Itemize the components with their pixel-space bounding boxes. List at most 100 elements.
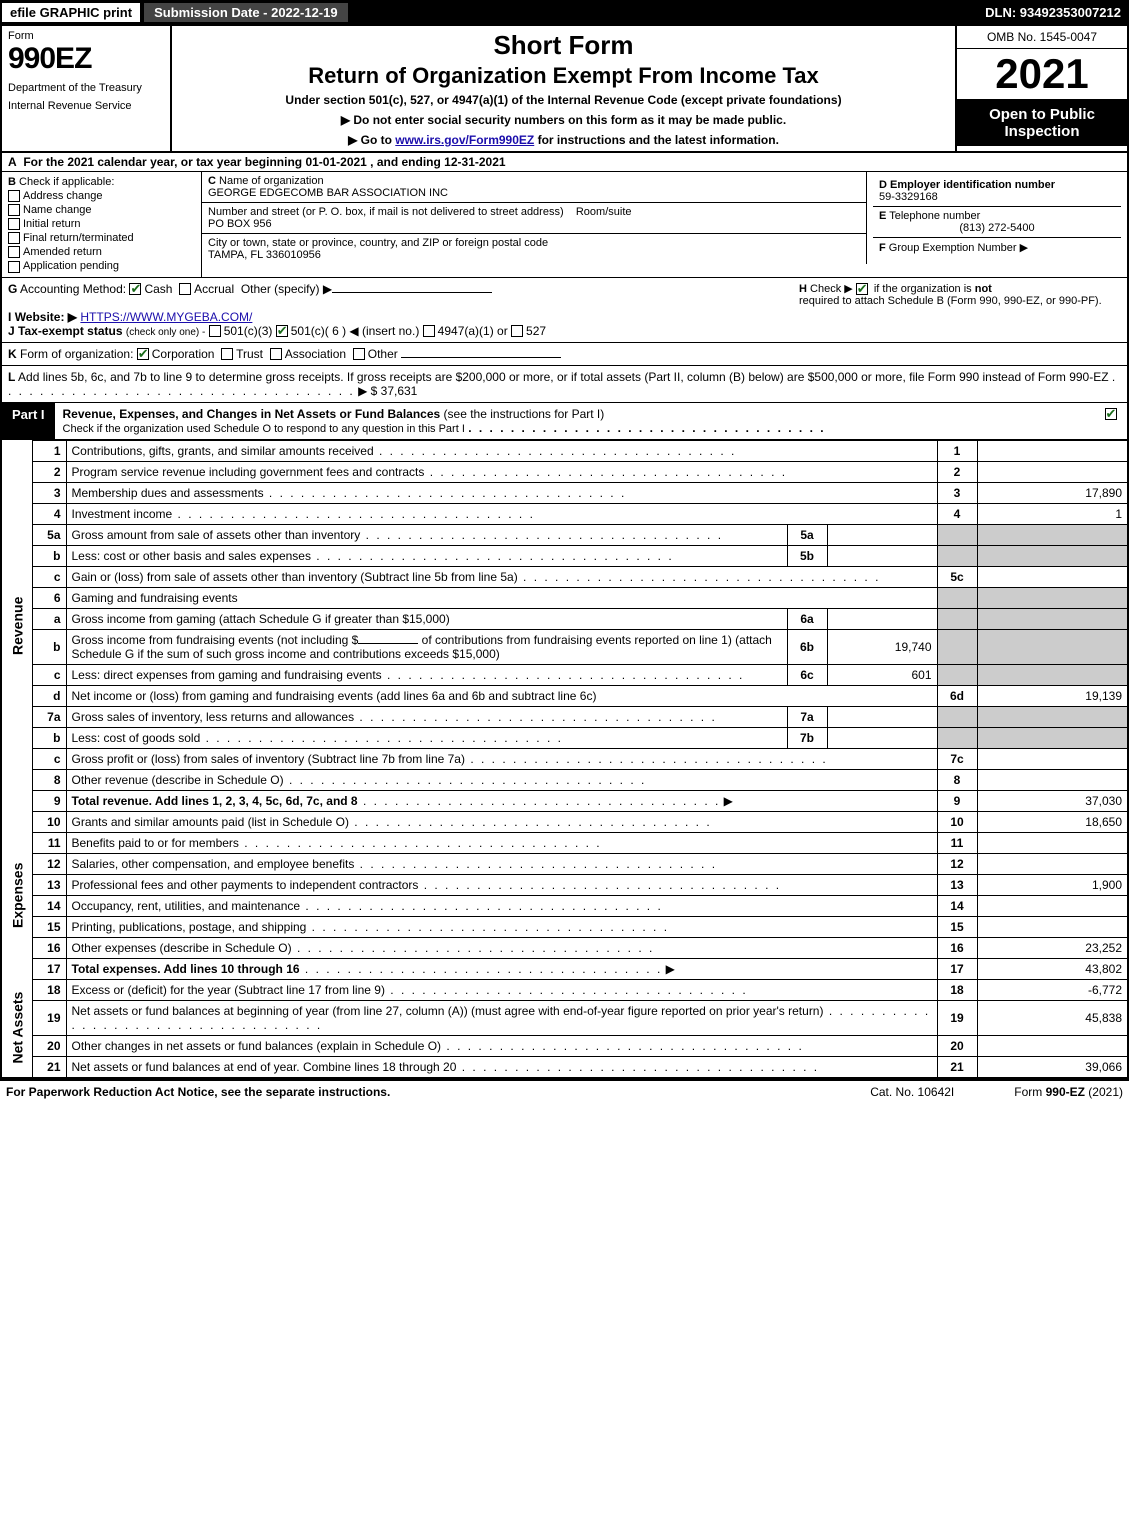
website-link[interactable]: HTTPS://WWW.MYGEBA.COM/ bbox=[80, 310, 252, 324]
line-6d-val: 19,139 bbox=[977, 685, 1127, 706]
c-street-lab: Number and street (or P. O. box, if mail… bbox=[208, 206, 564, 218]
bullet2-post: for instructions and the latest informat… bbox=[534, 133, 779, 147]
line-20-val bbox=[977, 1035, 1127, 1056]
line-5b-sub: 5b bbox=[787, 545, 827, 566]
line-7c-num: c bbox=[32, 748, 66, 769]
line-4-val: 1 bbox=[977, 503, 1127, 524]
line-9-box: 9 bbox=[937, 790, 977, 811]
checkbox-icon[interactable] bbox=[8, 246, 20, 258]
line-12-desc: Salaries, other compensation, and employ… bbox=[72, 857, 355, 871]
part-i-label: Part I bbox=[2, 403, 55, 439]
line-5a-desc: Gross amount from sale of assets other t… bbox=[72, 528, 361, 542]
line-7a-desc: Gross sales of inventory, less returns a… bbox=[72, 710, 355, 724]
checkbox-icon[interactable] bbox=[8, 261, 20, 273]
k-other-input[interactable] bbox=[401, 357, 561, 358]
j-501c3-checkbox[interactable] bbox=[209, 325, 221, 337]
b-opt-address-text: Address change bbox=[23, 190, 103, 202]
k-trust-checkbox[interactable] bbox=[221, 348, 233, 360]
line-12-num: 12 bbox=[32, 853, 66, 874]
b-opt-address[interactable]: Address change bbox=[8, 190, 195, 202]
row-l: L Add lines 5b, 6c, and 7b to line 9 to … bbox=[2, 366, 1127, 403]
line-6-num: 6 bbox=[32, 587, 66, 608]
b-opt-amended[interactable]: Amended return bbox=[8, 246, 195, 258]
line-1-box: 1 bbox=[937, 440, 977, 461]
line-8-val bbox=[977, 769, 1127, 790]
line-6d-num: d bbox=[32, 685, 66, 706]
line-17-arrow: ▶ bbox=[666, 962, 675, 976]
section-c-to-f: C Name of organization GEORGE EDGECOMB B… bbox=[202, 172, 1127, 277]
g-accrual-checkbox[interactable] bbox=[179, 283, 191, 295]
g-accrual-text: Accrual bbox=[194, 282, 234, 296]
line-21-desc: Net assets or fund balances at end of ye… bbox=[72, 1060, 457, 1074]
part-i-title: Revenue, Expenses, and Changes in Net As… bbox=[63, 407, 441, 421]
line-11-num: 11 bbox=[32, 832, 66, 853]
k-corp-checkbox[interactable] bbox=[137, 348, 149, 360]
j-title: Tax-exempt status bbox=[18, 324, 122, 338]
form-bullet-2: ▶ Go to www.irs.gov/Form990EZ for instru… bbox=[180, 133, 947, 147]
top-bar: efile GRAPHIC print Submission Date - 20… bbox=[0, 0, 1129, 24]
b-opt-final[interactable]: Final return/terminated bbox=[8, 232, 195, 244]
line-7c-desc: Gross profit or (loss) from sales of inv… bbox=[72, 752, 465, 766]
line-15-box: 15 bbox=[937, 916, 977, 937]
dots-icon bbox=[424, 465, 787, 479]
line-16-box: 16 bbox=[937, 937, 977, 958]
line-6b-desc-pre: Gross income from fundraising events (no… bbox=[72, 633, 359, 647]
grey-cell bbox=[977, 608, 1127, 629]
checkbox-icon[interactable] bbox=[8, 204, 20, 216]
h-text2: if the organization is bbox=[874, 283, 975, 295]
line-17-box: 17 bbox=[937, 958, 977, 979]
grey-cell bbox=[937, 608, 977, 629]
j-527-checkbox[interactable] bbox=[511, 325, 523, 337]
h-text1: Check ▶ bbox=[810, 283, 853, 295]
line-3-val: 17,890 bbox=[977, 482, 1127, 503]
h-checkbox[interactable] bbox=[856, 283, 868, 295]
efile-print-label[interactable]: efile GRAPHIC print bbox=[0, 1, 142, 24]
b-opt-initial[interactable]: Initial return bbox=[8, 218, 195, 230]
footer-right-post: (2021) bbox=[1085, 1085, 1123, 1099]
grey-cell bbox=[937, 524, 977, 545]
line-4-num: 4 bbox=[32, 503, 66, 524]
k-assoc-checkbox[interactable] bbox=[270, 348, 282, 360]
dots-icon bbox=[284, 773, 647, 787]
line-4-box: 4 bbox=[937, 503, 977, 524]
line-2-num: 2 bbox=[32, 461, 66, 482]
g-other-input[interactable] bbox=[332, 292, 492, 293]
line-8-desc: Other revenue (describe in Schedule O) bbox=[72, 773, 284, 787]
irs-link[interactable]: www.irs.gov/Form990EZ bbox=[395, 133, 534, 147]
f-title: Group Exemption Number bbox=[889, 242, 1017, 254]
footer-cat-no: Cat. No. 10642I bbox=[870, 1085, 954, 1099]
g-cash-checkbox[interactable] bbox=[129, 283, 141, 295]
checkbox-icon[interactable] bbox=[8, 218, 20, 230]
line-6b-blank[interactable] bbox=[358, 643, 418, 644]
k-label: K bbox=[8, 347, 17, 361]
c-name-lab: Name of organization bbox=[219, 175, 324, 187]
j-note: (check only one) - bbox=[126, 327, 205, 338]
j-527-text: 527 bbox=[526, 324, 546, 338]
line-6b-subval: 19,740 bbox=[827, 629, 937, 664]
part-i-schedule-o-checkbox[interactable] bbox=[1105, 408, 1117, 420]
l-arrow: ▶ $ bbox=[358, 384, 377, 398]
line-18-desc: Excess or (deficit) for the year (Subtra… bbox=[72, 983, 385, 997]
page-footer: For Paperwork Reduction Act Notice, see … bbox=[0, 1079, 1129, 1103]
line-5b-num: b bbox=[32, 545, 66, 566]
j-501c-checkbox[interactable] bbox=[276, 325, 288, 337]
line-14-desc: Occupancy, rent, utilities, and maintena… bbox=[72, 899, 301, 913]
row-a: A For the 2021 calendar year, or tax yea… bbox=[2, 153, 1127, 172]
line-1-desc: Contributions, gifts, grants, and simila… bbox=[72, 444, 374, 458]
b-opt-pending[interactable]: Application pending bbox=[8, 260, 195, 272]
checkbox-icon[interactable] bbox=[8, 190, 20, 202]
dept-treasury: Department of the Treasury bbox=[8, 82, 164, 94]
j-4947-checkbox[interactable] bbox=[423, 325, 435, 337]
checkbox-icon[interactable] bbox=[8, 232, 20, 244]
dots-icon bbox=[354, 710, 717, 724]
k-assoc-text: Association bbox=[285, 347, 346, 361]
dots-icon bbox=[518, 570, 881, 584]
k-title: Form of organization: bbox=[20, 347, 133, 361]
j-501c3-text: 501(c)(3) bbox=[224, 324, 273, 338]
grey-cell bbox=[977, 545, 1127, 566]
b-opt-name[interactable]: Name change bbox=[8, 204, 195, 216]
line-18-val: -6,772 bbox=[977, 979, 1127, 1000]
dots-icon bbox=[385, 983, 748, 997]
k-other-checkbox[interactable] bbox=[353, 348, 365, 360]
form-word: Form bbox=[8, 30, 164, 42]
